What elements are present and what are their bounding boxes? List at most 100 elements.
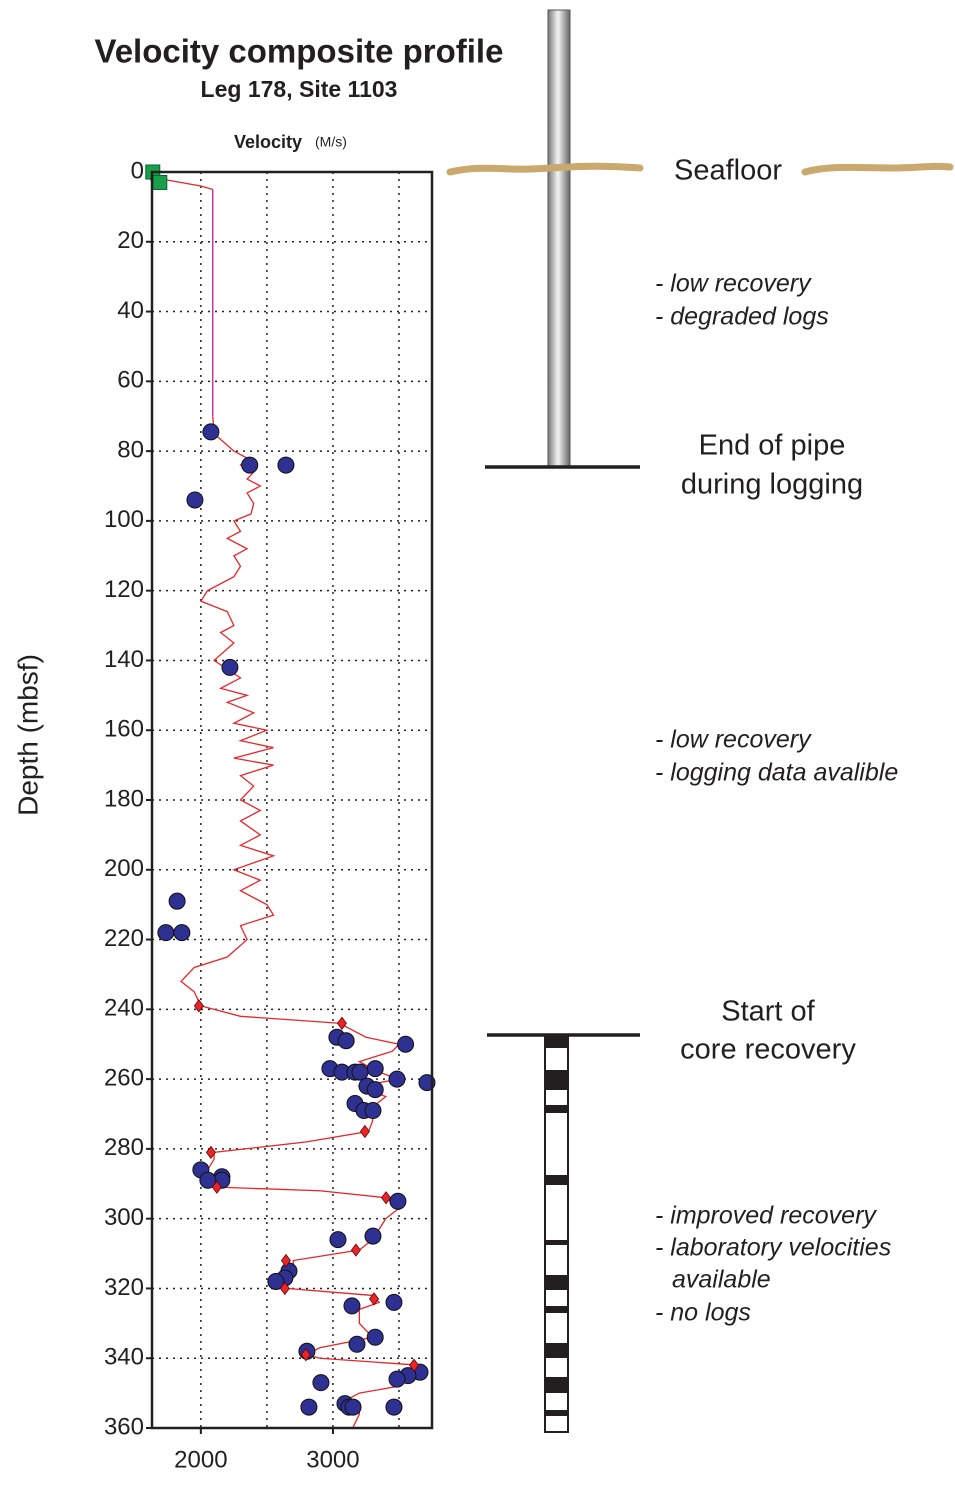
diamond-point (211, 1180, 222, 1194)
lab-velocity-point (388, 1070, 406, 1088)
x-axis-unit: (M/s) (315, 134, 347, 150)
lab-velocity-point (366, 1328, 384, 1346)
diamond-point (359, 1124, 370, 1139)
annotation: Start of (721, 996, 815, 1028)
square-point (152, 174, 168, 190)
seafloor-line (801, 162, 954, 176)
annotation: - low recovery (655, 270, 812, 298)
velocity-line (180, 416, 420, 1429)
y-tick-label: 200 (104, 855, 144, 882)
chart-title: Velocity composite profile (95, 33, 504, 70)
lab-velocity-point (157, 924, 175, 942)
lab-velocity-point (329, 1231, 347, 1249)
lab-velocity-point (385, 1398, 403, 1416)
y-tick-label: 80 (117, 436, 144, 463)
annotation: available (672, 1266, 771, 1294)
lab-velocity-point (199, 1171, 217, 1189)
diamond-point (381, 1191, 392, 1205)
diamond-point (193, 999, 204, 1013)
core-band (545, 1306, 568, 1313)
diamond-point (350, 1243, 361, 1257)
chart-subtitle: Leg 178, Site 1103 (201, 76, 398, 102)
diamond-point (279, 1281, 290, 1296)
diamond-point (336, 1016, 347, 1030)
lab-velocity-point (343, 1297, 361, 1315)
core-band (545, 1175, 568, 1185)
lab-velocity-point (241, 456, 259, 474)
lab-velocity-point (186, 491, 204, 509)
core-band (545, 1275, 568, 1290)
y-tick-label: 320 (104, 1274, 144, 1301)
lab-velocity-point (351, 1063, 369, 1081)
lab-velocity-point (366, 1060, 384, 1078)
lab-velocity-point (385, 1293, 403, 1311)
annotation: Seafloor (674, 155, 782, 187)
y-tick-label: 340 (104, 1344, 144, 1371)
lab-velocity-point (364, 1227, 382, 1245)
y-tick-label: 100 (104, 506, 144, 533)
core-band (545, 1240, 568, 1245)
y-tick-label: 360 (104, 1413, 144, 1440)
annotation: - no logs (655, 1299, 751, 1327)
y-tick-label: 160 (104, 716, 144, 743)
annotation: during logging (681, 469, 863, 501)
y-tick-label: 280 (104, 1134, 144, 1161)
seafloor-line (446, 162, 644, 176)
y-axis-label: Depth (mbsf) (12, 654, 43, 816)
y-tick-label: 0 (131, 157, 144, 184)
core-band (545, 1377, 568, 1393)
lab-velocity-point (221, 658, 239, 676)
y-tick-label: 60 (117, 367, 144, 394)
core-band (545, 1343, 568, 1358)
annotation: - improved recovery (655, 1202, 877, 1230)
y-tick-label: 120 (104, 576, 144, 603)
annotation: End of pipe (699, 430, 846, 462)
y-tick-label: 140 (104, 646, 144, 673)
x-tick-label: 2000 (174, 1446, 227, 1473)
annotation: - logging data avalible (655, 759, 898, 787)
diamond-point (300, 1348, 311, 1362)
lab-velocity-point (173, 924, 191, 942)
lab-velocity-point (364, 1102, 382, 1120)
lab-velocity-point (277, 456, 295, 474)
y-tick-label: 20 (117, 227, 144, 254)
core-band (545, 1035, 568, 1048)
core-column-outline (544, 1034, 569, 1433)
lab-velocity-point (348, 1335, 366, 1353)
diamond-point (205, 1145, 216, 1160)
diamond-point (369, 1292, 380, 1306)
lab-velocity-point (344, 1398, 362, 1416)
diamond-point (280, 1253, 291, 1268)
lab-velocity-point (168, 892, 186, 910)
y-tick-label: 220 (104, 925, 144, 952)
annotation: - degraded logs (655, 303, 829, 331)
lab-velocity-point (312, 1374, 330, 1392)
y-tick-label: 40 (117, 297, 144, 324)
annotations: Seafloor - low recovery - degraded logs End… (655, 155, 898, 1327)
annotation: core recovery (680, 1034, 856, 1066)
plot-area: 0 20 40 60 80 100 120 140 160 180 200 220 240 260 280 3… (104, 157, 436, 1473)
lab-velocity-point (397, 1035, 415, 1053)
lab-velocity-point (202, 423, 220, 441)
x-axis-label: Velocity (234, 132, 302, 152)
lab-velocity-point (300, 1398, 318, 1416)
lab-velocity-point (388, 1370, 406, 1388)
annotation: - low recovery (655, 726, 812, 754)
y-tick-label: 180 (104, 785, 144, 812)
y-tick-label: 300 (104, 1204, 144, 1231)
core-band (545, 1105, 568, 1113)
core-column (544, 1034, 569, 1433)
y-tick-label: 240 (104, 995, 144, 1022)
core-band (545, 1070, 568, 1090)
lab-velocity-point (267, 1272, 285, 1290)
x-tick-label: 3000 (306, 1446, 359, 1473)
lab-velocity-point (389, 1192, 407, 1210)
plot-frame (150, 170, 434, 1430)
y-tick-label: 260 (104, 1064, 144, 1091)
annotation: - laboratory velocities (655, 1234, 891, 1262)
drill-pipe (547, 9, 571, 468)
core-band (545, 1410, 568, 1416)
lab-velocity-point (366, 1081, 384, 1099)
lab-velocity-point (337, 1032, 355, 1050)
